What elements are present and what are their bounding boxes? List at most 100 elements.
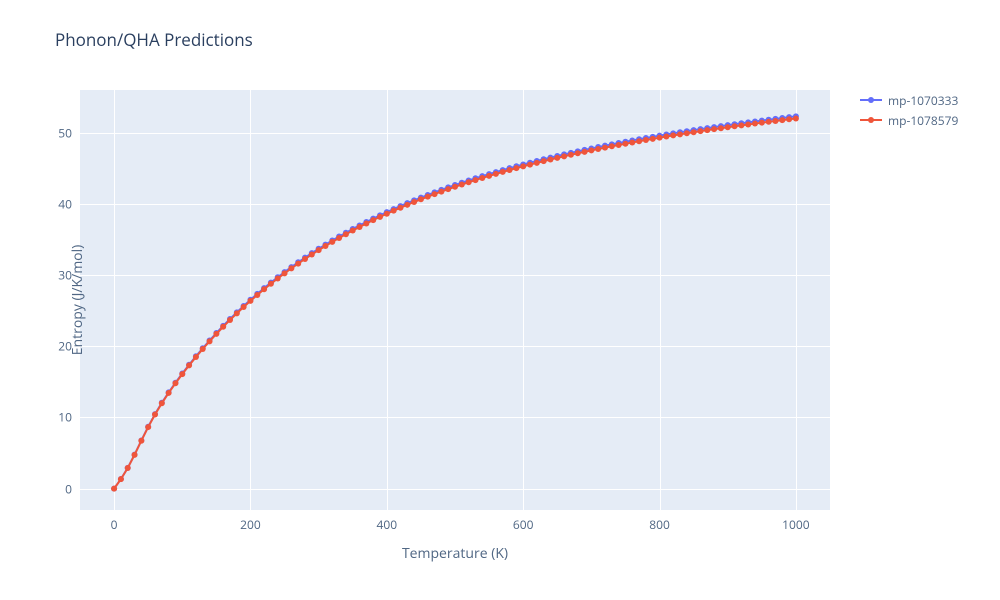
series-marker-1[interactable] [629,139,635,145]
series-marker-1[interactable] [616,142,622,148]
series-marker-1[interactable] [732,123,738,129]
series-marker-1[interactable] [568,152,574,158]
series-marker-1[interactable] [793,115,799,121]
series-marker-1[interactable] [711,126,717,132]
legend-item-0[interactable]: mp-1070333 [860,90,958,110]
series-marker-1[interactable] [111,486,117,492]
series-marker-1[interactable] [718,125,724,131]
series-marker-1[interactable] [738,122,744,128]
series-marker-1[interactable] [234,310,240,316]
series-marker-1[interactable] [561,153,567,159]
series-marker-1[interactable] [391,208,397,214]
series-marker-1[interactable] [370,217,376,223]
series-marker-1[interactable] [493,171,499,177]
series-marker-1[interactable] [254,292,260,298]
series-marker-1[interactable] [261,286,267,292]
series-marker-1[interactable] [220,324,226,330]
series-marker-1[interactable] [125,465,131,471]
series-marker-1[interactable] [595,146,601,152]
series-marker-1[interactable] [118,476,124,482]
series-marker-1[interactable] [657,135,663,141]
series-marker-1[interactable] [186,362,192,368]
series-marker-1[interactable] [241,304,247,310]
series-marker-1[interactable] [302,256,308,262]
series-marker-1[interactable] [582,149,588,155]
series-marker-1[interactable] [268,281,274,287]
series-marker-1[interactable] [459,181,465,187]
series-marker-1[interactable] [650,136,656,142]
series-marker-1[interactable] [725,124,731,130]
series-marker-1[interactable] [179,371,185,377]
series-marker-1[interactable] [336,235,342,241]
plot-area[interactable]: 02004006008001000 01020304050 Temperatur… [80,90,830,510]
series-marker-1[interactable] [138,438,144,444]
series-marker-1[interactable] [472,177,478,183]
series-marker-1[interactable] [541,158,547,164]
series-marker-1[interactable] [534,160,540,166]
series-marker-1[interactable] [622,141,628,147]
series-marker-1[interactable] [479,175,485,181]
series-marker-1[interactable] [200,346,206,352]
series-marker-1[interactable] [766,119,772,125]
series-marker-1[interactable] [643,137,649,143]
series-marker-1[interactable] [309,251,315,257]
series-marker-1[interactable] [282,270,288,276]
series-marker-1[interactable] [432,191,438,197]
series-marker-1[interactable] [357,224,363,230]
series-marker-1[interactable] [500,169,506,175]
series-marker-1[interactable] [152,412,158,418]
series-marker-1[interactable] [547,157,553,163]
series-marker-1[interactable] [466,179,472,185]
series-marker-1[interactable] [172,380,178,386]
series-marker-1[interactable] [384,211,390,217]
series-marker-1[interactable] [397,205,403,211]
series-marker-1[interactable] [193,354,199,360]
series-marker-1[interactable] [343,231,349,237]
series-marker-1[interactable] [602,145,608,151]
series-marker-1[interactable] [527,162,533,168]
series-marker-1[interactable] [438,189,444,195]
series-marker-1[interactable] [377,214,383,220]
series-marker-1[interactable] [295,261,301,267]
series-marker-1[interactable] [404,202,410,208]
series-marker-1[interactable] [779,117,785,123]
series-marker-1[interactable] [145,424,151,430]
series-marker-1[interactable] [636,138,642,144]
series-marker-1[interactable] [745,121,751,127]
series-marker-1[interactable] [363,220,369,226]
series-marker-1[interactable] [418,196,424,202]
series-marker-1[interactable] [288,265,294,271]
series-marker-1[interactable] [772,118,778,124]
series-marker-1[interactable] [588,147,594,153]
series-marker-1[interactable] [752,121,758,127]
series-marker-1[interactable] [684,130,690,136]
series-marker-1[interactable] [759,120,765,126]
series-marker-1[interactable] [486,173,492,179]
series-marker-1[interactable] [670,132,676,138]
series-marker-1[interactable] [350,228,356,234]
series-marker-1[interactable] [520,163,526,169]
series-marker-1[interactable] [704,127,710,133]
series-marker-1[interactable] [275,275,281,281]
series-marker-1[interactable] [445,186,451,192]
series-marker-1[interactable] [213,331,219,337]
series-marker-1[interactable] [159,400,165,406]
series-marker-1[interactable] [227,317,233,323]
series-marker-1[interactable] [663,134,669,140]
series-marker-1[interactable] [691,129,697,135]
series-marker-1[interactable] [207,338,213,344]
series-marker-1[interactable] [677,131,683,137]
legend-item-1[interactable]: mp-1078579 [860,110,958,130]
series-marker-1[interactable] [425,194,431,200]
series-marker-1[interactable] [575,150,581,156]
series-marker-1[interactable] [507,167,513,173]
series-marker-1[interactable] [316,247,322,253]
series-marker-1[interactable] [132,452,138,458]
series-line-1[interactable] [114,118,796,488]
series-marker-1[interactable] [166,390,172,396]
series-marker-1[interactable] [411,199,417,205]
series-marker-1[interactable] [697,128,703,134]
series-marker-1[interactable] [786,116,792,122]
series-line-0[interactable] [114,116,796,488]
series-marker-1[interactable] [329,239,335,245]
